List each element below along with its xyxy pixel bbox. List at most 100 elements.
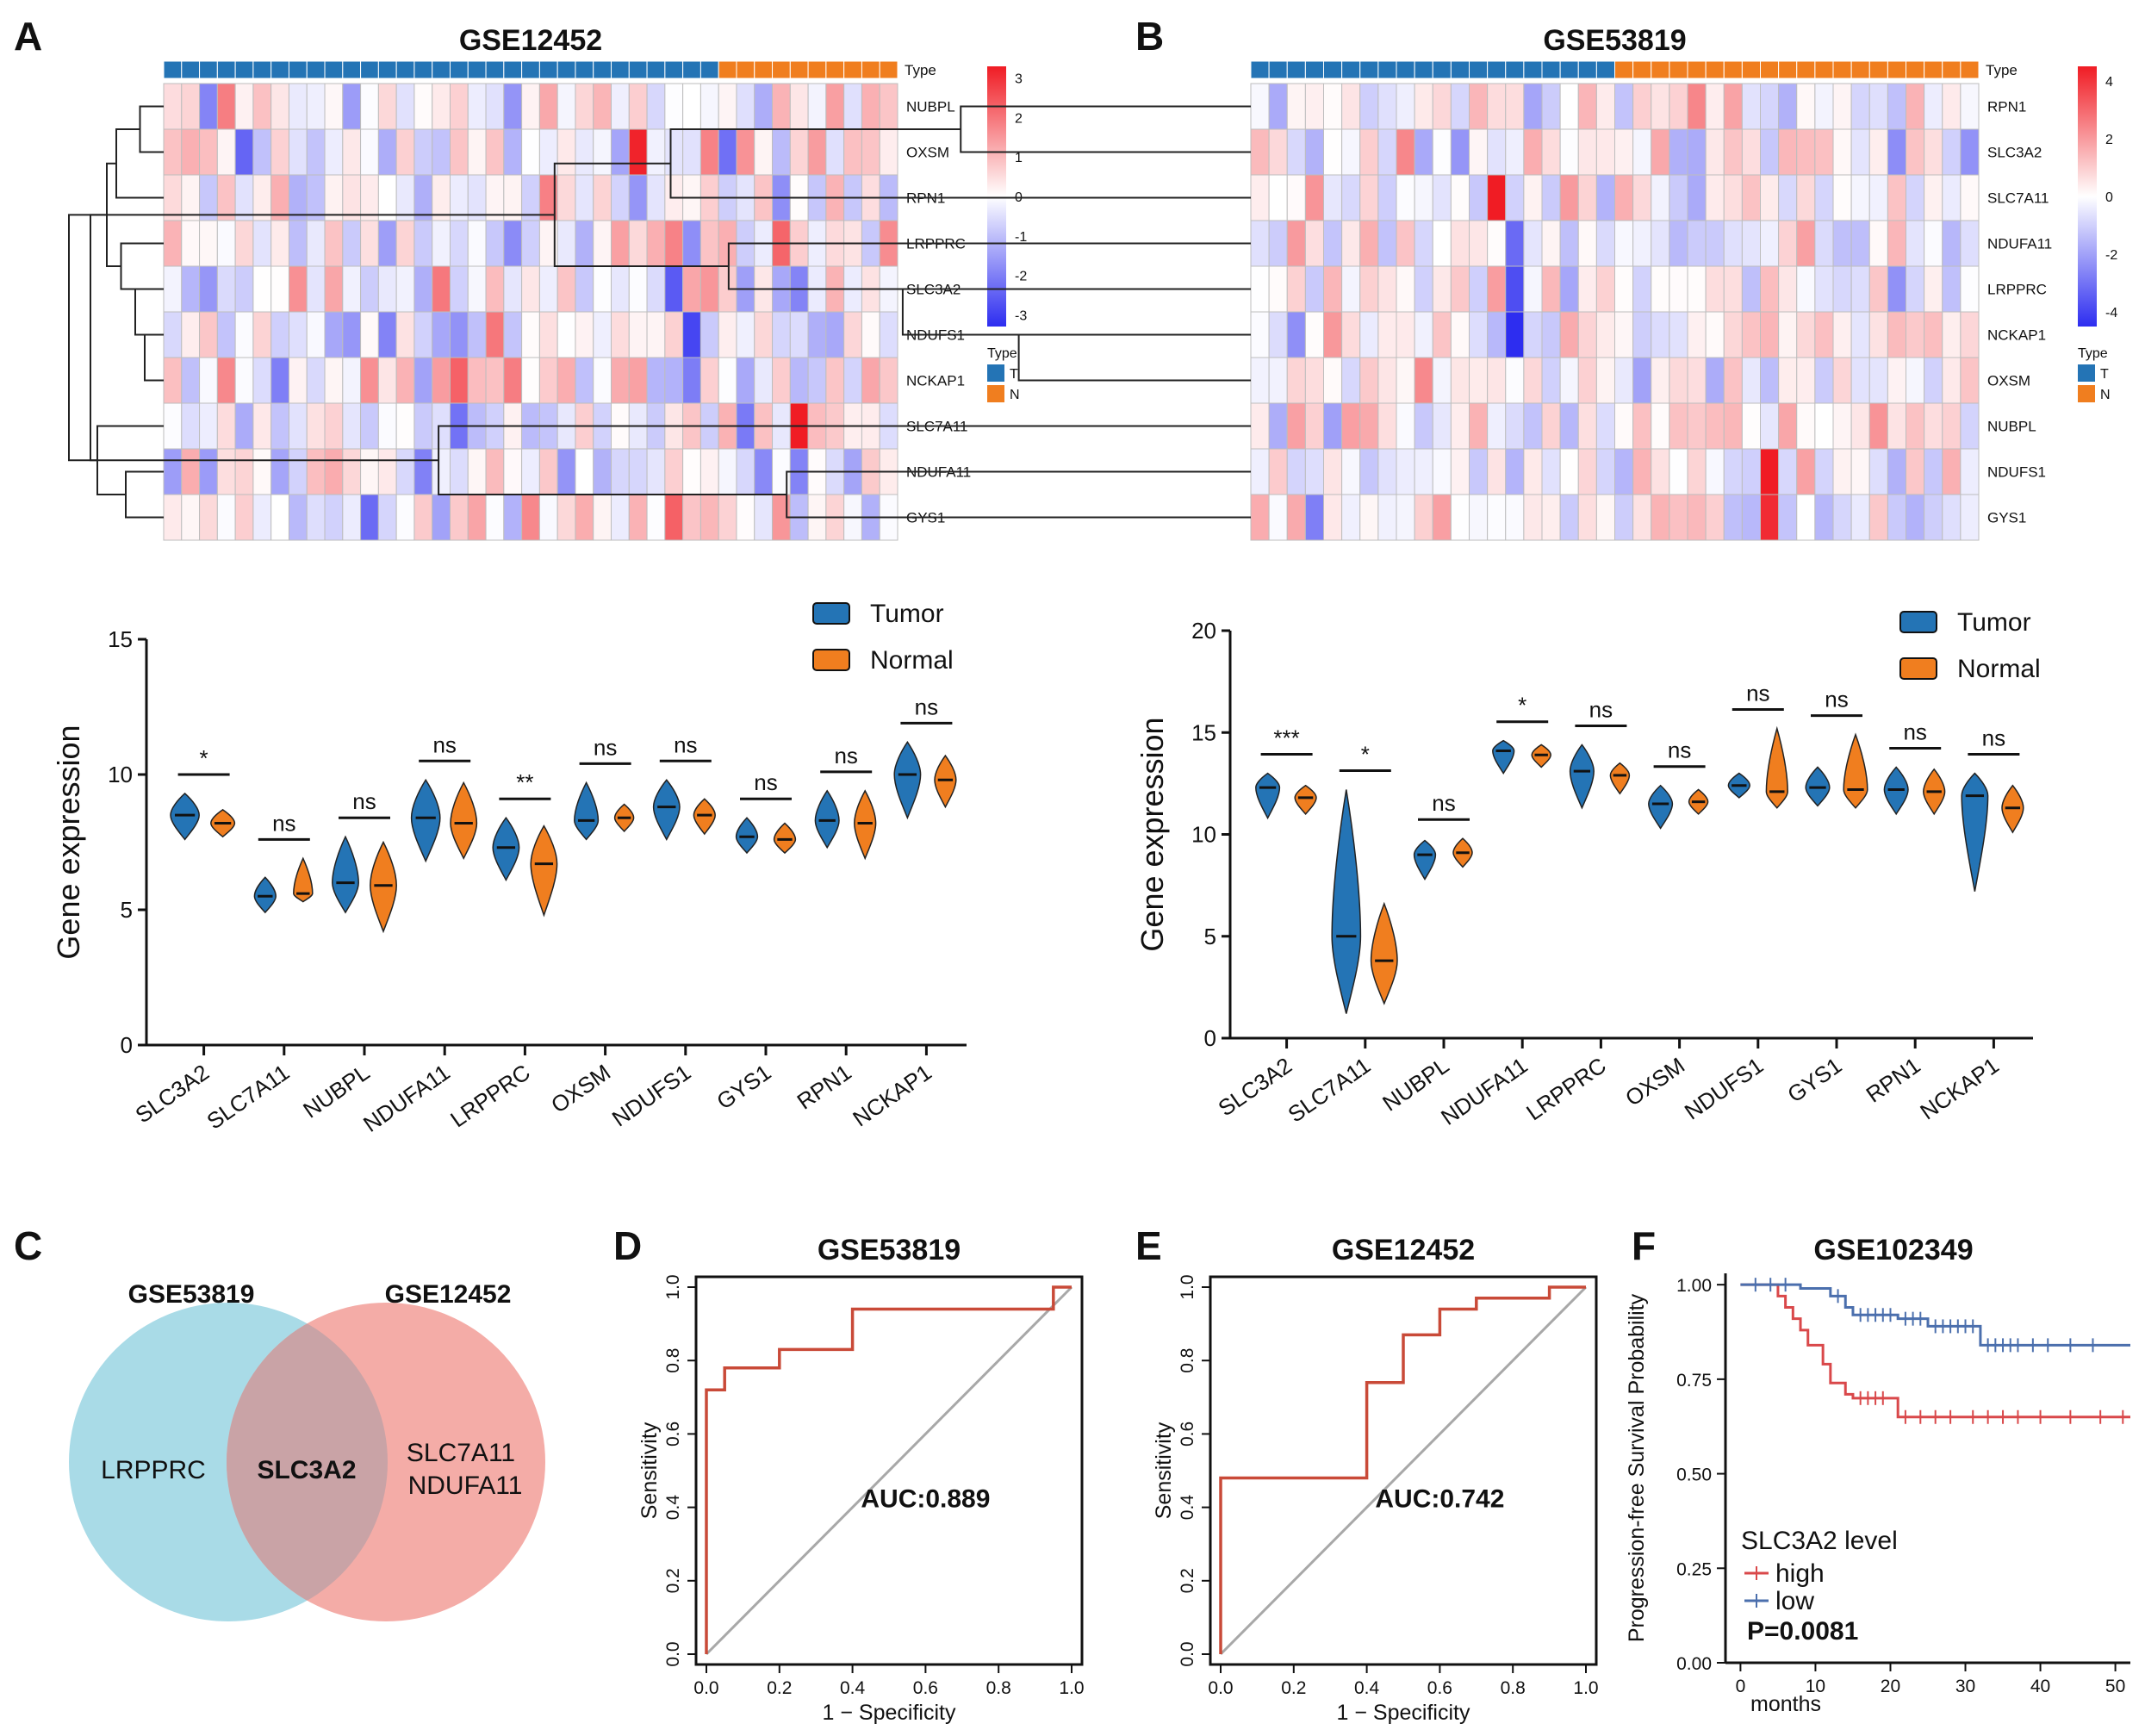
heatmap-cell bbox=[1250, 494, 1270, 541]
heatmap-cell bbox=[1960, 311, 1980, 358]
heatmap-cell bbox=[199, 128, 218, 176]
annotation-cell bbox=[1323, 60, 1343, 79]
heatmap-cell bbox=[467, 357, 487, 404]
significance-label: * bbox=[1361, 741, 1370, 767]
heatmap-cell bbox=[432, 128, 451, 176]
type-legend-swatch bbox=[2078, 364, 2095, 382]
heatmap-cell bbox=[1250, 311, 1270, 358]
colorbar-tick: 1 bbox=[1015, 151, 1023, 165]
annotation-cell bbox=[1687, 60, 1707, 79]
heatmap-cell bbox=[1687, 448, 1707, 495]
heatmap-cell bbox=[1396, 83, 1415, 130]
heatmap-cell bbox=[1906, 174, 1925, 221]
heatmap-cell bbox=[1723, 357, 1743, 404]
heatmap-cell bbox=[432, 83, 451, 130]
heatmap-cell bbox=[682, 357, 701, 404]
heatmap-cell bbox=[413, 311, 433, 358]
heatmap-cell bbox=[628, 265, 648, 313]
heatmap-cell bbox=[181, 220, 201, 267]
heatmap-cell bbox=[1669, 357, 1688, 404]
heatmap-cell bbox=[1304, 402, 1324, 450]
km-pvalue: P=0.0081 bbox=[1747, 1617, 1858, 1646]
heatmap-cell bbox=[593, 174, 612, 221]
heatmap-cell bbox=[395, 174, 415, 221]
heatmap-cell bbox=[646, 265, 666, 313]
heatmap-cell bbox=[1760, 494, 1780, 541]
heatmap-cell bbox=[1559, 357, 1579, 404]
heatmap-cell bbox=[1341, 357, 1361, 404]
heatmap-cell bbox=[181, 494, 201, 541]
heatmap-cell bbox=[1906, 357, 1925, 404]
heatmap-cell bbox=[1396, 128, 1415, 176]
annotation-cell bbox=[1341, 60, 1361, 79]
significance-label: ns bbox=[834, 743, 857, 768]
heatmap-cell bbox=[449, 265, 469, 313]
heatmap-cell bbox=[879, 128, 898, 176]
heatmap-cell bbox=[1286, 83, 1306, 130]
significance-label: ns bbox=[594, 734, 617, 760]
heatmap-cell bbox=[1924, 311, 1943, 358]
annotation-cell bbox=[1868, 60, 1888, 79]
heatmap-cell bbox=[772, 311, 791, 358]
heatmap-cell bbox=[377, 265, 397, 313]
annotation-cell bbox=[1778, 60, 1798, 79]
heatmap-cell bbox=[449, 83, 469, 130]
heatmap-cell bbox=[485, 220, 505, 267]
heatmap-cell bbox=[1760, 448, 1780, 495]
heatmap-cell bbox=[628, 174, 648, 221]
legend-label: Tumor bbox=[1957, 608, 2031, 637]
heatmap-cell bbox=[270, 128, 289, 176]
heatmap-cell bbox=[467, 265, 487, 313]
heatmap-cell bbox=[324, 311, 344, 358]
x-tick-label: 0.8 bbox=[986, 1678, 1011, 1698]
heatmap-cell bbox=[216, 128, 236, 176]
heatmap-cell bbox=[1705, 448, 1725, 495]
heatmap-cell bbox=[1450, 174, 1470, 221]
heatmap-cell bbox=[1432, 220, 1452, 267]
heatmap-cell bbox=[772, 83, 791, 130]
heatmap-cell bbox=[181, 311, 201, 358]
heatmap-cell bbox=[467, 494, 487, 541]
heatmap-cell bbox=[181, 174, 201, 221]
heatmap-cell bbox=[1942, 265, 1962, 313]
y-tick-label: 15 bbox=[108, 626, 133, 652]
heatmap-cell bbox=[646, 128, 666, 176]
heatmap-cell bbox=[1487, 494, 1507, 541]
heatmap-cell bbox=[1577, 174, 1597, 221]
heatmap-cell bbox=[252, 83, 272, 130]
heatmap-cell bbox=[1741, 220, 1761, 267]
dendrogram-branch bbox=[134, 288, 164, 336]
heatmap-cell bbox=[324, 83, 344, 130]
violin-normal bbox=[450, 781, 478, 861]
y-tick-label: 0 bbox=[121, 1032, 133, 1058]
significance-label: ns bbox=[1746, 681, 1769, 706]
heatmap-cell bbox=[754, 448, 774, 495]
y-tick-label: 0.0 bbox=[1178, 1641, 1197, 1666]
heatmap-cell bbox=[1906, 494, 1925, 541]
heatmap-cell bbox=[789, 357, 809, 404]
heatmap-cell bbox=[593, 220, 612, 267]
heatmap-cell bbox=[699, 448, 719, 495]
heatmap-cell bbox=[1577, 357, 1597, 404]
heatmap-cell bbox=[1505, 174, 1525, 221]
heatmap-cell bbox=[360, 357, 379, 404]
heatmap-cell bbox=[843, 83, 862, 130]
annotation-cell bbox=[575, 60, 594, 79]
heatmap-cell bbox=[1669, 83, 1688, 130]
type-legend-label: N bbox=[1010, 388, 1020, 402]
heatmap-cell bbox=[1541, 448, 1561, 495]
heatmap-cell bbox=[1304, 448, 1324, 495]
y-tick-label: 0.2 bbox=[1178, 1568, 1197, 1593]
heatmap-cell bbox=[1304, 357, 1324, 404]
heatmap-cell bbox=[1832, 128, 1852, 176]
y-tick-label: 0.6 bbox=[663, 1422, 683, 1447]
heatmap-cell bbox=[377, 402, 397, 450]
heatmap-cell bbox=[538, 494, 558, 541]
gene-label: OXSM bbox=[906, 145, 949, 161]
heatmap-cell bbox=[1850, 265, 1870, 313]
y-tick-label: 5 bbox=[1204, 924, 1216, 949]
heatmap-cell bbox=[1341, 494, 1361, 541]
heatmap-cell bbox=[395, 128, 415, 176]
heatmap-cell bbox=[1687, 265, 1707, 313]
annotation-cell bbox=[611, 60, 630, 79]
